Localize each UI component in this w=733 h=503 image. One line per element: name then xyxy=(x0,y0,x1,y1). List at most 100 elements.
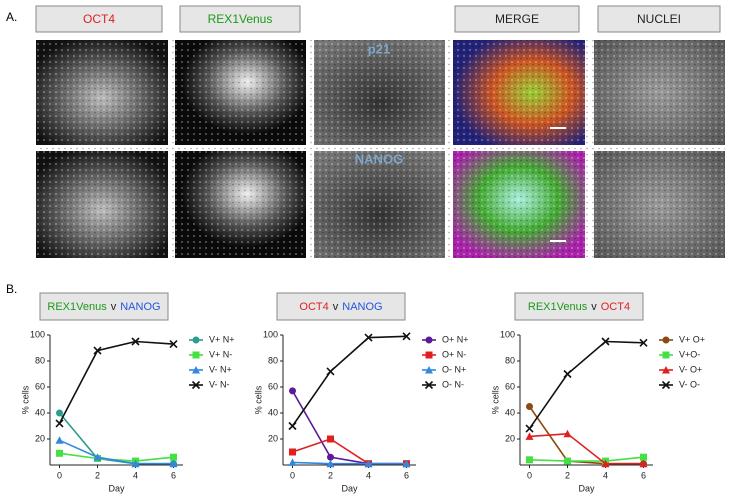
marker xyxy=(402,459,411,468)
marker xyxy=(326,367,335,376)
x-axis-label: Day xyxy=(108,483,125,493)
x-tick-label: 0 xyxy=(527,470,532,480)
marker xyxy=(327,453,334,461)
legend-label: V- O- xyxy=(679,379,700,389)
x-tick-label: 4 xyxy=(603,470,608,480)
legend-label: V- N- xyxy=(209,379,230,389)
x-tick-label: 2 xyxy=(328,470,333,480)
marker xyxy=(55,436,64,444)
marker xyxy=(640,453,647,461)
marker xyxy=(131,459,140,468)
y-tick-label: 80 xyxy=(35,355,45,365)
legend-marker xyxy=(425,336,433,344)
chart-title-part: NANOG xyxy=(342,301,382,313)
column-header: REX1Venus xyxy=(208,12,273,26)
marker xyxy=(288,458,297,466)
marker xyxy=(288,421,297,431)
series-line xyxy=(59,439,174,465)
legend-label: O- N- xyxy=(442,379,464,389)
y-tick-label: 100 xyxy=(263,329,278,339)
legend-label: V+O- xyxy=(679,349,700,359)
marker xyxy=(563,369,572,379)
chart-title-part: v xyxy=(333,301,339,313)
y-tick-label: 20 xyxy=(505,433,515,443)
chart-title-box xyxy=(276,292,406,321)
legend-marker xyxy=(662,366,670,374)
series-line xyxy=(529,432,644,465)
texture xyxy=(36,40,725,258)
panel-label: B. xyxy=(6,282,17,296)
legend-marker xyxy=(192,336,200,344)
image-overlay-label: p21 xyxy=(368,41,390,56)
chart-title-part: REX1Venus xyxy=(47,301,107,313)
y-tick-label: 40 xyxy=(268,407,278,417)
header-box xyxy=(35,5,163,33)
x-tick-label: 6 xyxy=(171,470,176,480)
chart-title-part: OCT4 xyxy=(299,301,328,313)
legend-label: V+ O+ xyxy=(679,334,705,344)
image-overlay-label: NANOG xyxy=(355,151,403,166)
chart-title-box xyxy=(514,292,644,321)
micrographs xyxy=(36,40,725,258)
marker xyxy=(526,403,533,410)
marker xyxy=(563,429,572,438)
legend-label: O+ N+ xyxy=(442,334,469,344)
column-header: MERGE xyxy=(495,12,539,26)
x-tick-label: 0 xyxy=(290,470,295,480)
legend-label: V- O+ xyxy=(679,364,702,374)
chart-title-part: REX1Venus xyxy=(528,301,588,313)
marker xyxy=(525,432,534,440)
marker xyxy=(289,448,296,456)
marker xyxy=(326,459,335,468)
chart-title: REX1Venus v NANOG xyxy=(47,301,160,313)
legend-label: V+ N+ xyxy=(209,334,235,344)
marker xyxy=(639,459,648,468)
chart-title-part: v xyxy=(111,301,117,313)
marker xyxy=(327,435,334,443)
marker xyxy=(601,459,610,468)
chart-title-part: v xyxy=(591,301,597,313)
x-axis-label: Day xyxy=(341,483,358,493)
x-tick-label: 6 xyxy=(641,470,646,480)
header-box xyxy=(454,5,580,33)
y-tick-label: 60 xyxy=(35,381,45,391)
marker xyxy=(169,459,178,468)
legend-label: O- N+ xyxy=(442,364,466,374)
y-tick-label: 20 xyxy=(35,433,45,443)
x-tick-label: 4 xyxy=(133,470,138,480)
x-tick-label: 2 xyxy=(95,470,100,480)
column-header: NUCLEI xyxy=(637,12,681,26)
marker xyxy=(170,453,177,461)
marker xyxy=(639,338,648,347)
legend-marker xyxy=(192,351,200,359)
legend-marker xyxy=(192,366,200,374)
marker xyxy=(525,424,534,433)
series-line xyxy=(292,461,407,465)
legend-label: O+ N- xyxy=(442,349,466,359)
legend-marker xyxy=(425,366,433,374)
marker xyxy=(55,419,64,428)
marker xyxy=(169,340,178,349)
marker xyxy=(564,457,571,465)
legend-marker xyxy=(191,380,201,390)
marker xyxy=(364,333,373,342)
marker xyxy=(93,453,102,461)
marker xyxy=(289,387,296,395)
series-line xyxy=(528,340,644,430)
y-tick-label: 100 xyxy=(30,329,45,339)
marker xyxy=(56,449,63,457)
legend-marker xyxy=(661,380,671,390)
y-tick-label: 40 xyxy=(505,407,515,417)
x-tick-label: 6 xyxy=(404,470,409,480)
header-box xyxy=(597,5,721,33)
marker xyxy=(93,346,102,355)
y-tick-label: 80 xyxy=(268,355,278,365)
x-tick-label: 0 xyxy=(57,470,62,480)
y-tick-label: 60 xyxy=(268,381,278,391)
chart-title-box xyxy=(39,292,169,321)
y-tick-label: 60 xyxy=(505,381,515,391)
y-tick-label: 80 xyxy=(505,355,515,365)
series-line xyxy=(58,340,174,424)
legend-marker xyxy=(662,351,670,359)
x-tick-label: 2 xyxy=(565,470,570,480)
